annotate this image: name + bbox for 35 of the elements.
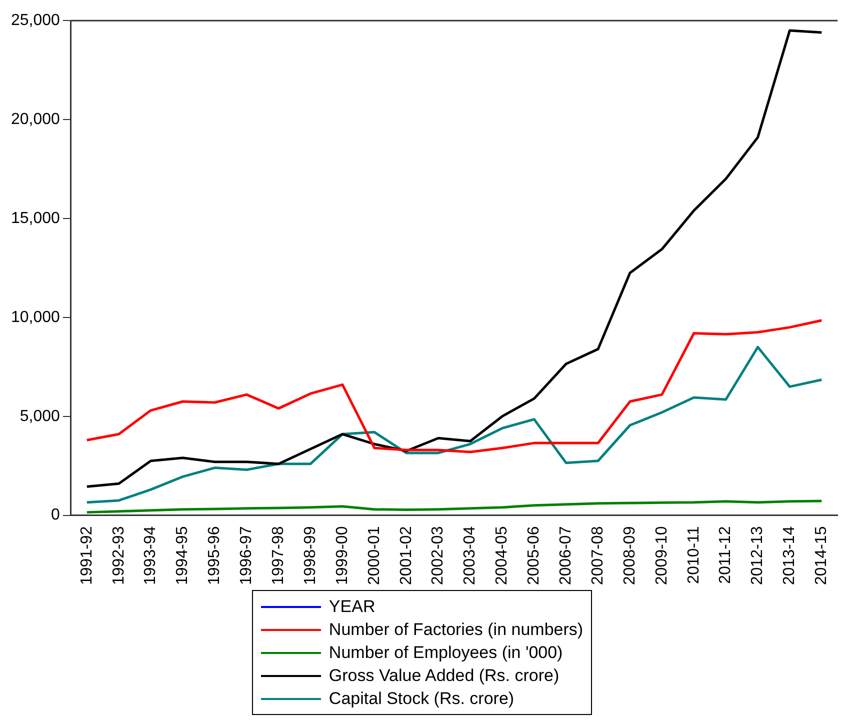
x-tick-label: 1997-98 (270, 526, 287, 585)
legend-label: Capital Stock (Rs. crore) (328, 688, 514, 710)
x-tick-label: 1999-00 (334, 526, 351, 585)
y-tick-label: 20,000 (11, 110, 60, 128)
x-tick-label: 2011-12 (717, 526, 734, 584)
y-tick-label: 25,000 (11, 12, 60, 30)
x-tick-label: 2008-09 (621, 526, 638, 585)
x-tick-label: 1991-92 (78, 526, 96, 585)
y-tick-label: 15,000 (11, 210, 60, 227)
x-tick-label: 2014-15 (813, 526, 830, 585)
x-tick-label: 2010-11 (685, 526, 702, 584)
x-tick-label: 1992-93 (110, 526, 128, 585)
x-tick-label: 2005-06 (526, 526, 543, 585)
x-tick-label: 2009-10 (653, 526, 670, 585)
x-tick-label: 2013-14 (781, 526, 798, 585)
x-tick-label: 1993-94 (142, 526, 160, 585)
y-tick-label: 10,000 (11, 308, 60, 326)
x-tick-label: 1996-97 (238, 526, 256, 585)
x-tick-label: 2003-04 (462, 526, 479, 585)
x-tick-label: 2012-13 (749, 526, 766, 585)
x-tick-label: 2007-08 (589, 526, 606, 585)
legend-label: YEAR (328, 596, 376, 618)
x-tick-label: 1995-96 (206, 526, 224, 585)
x-tick-label: 2000-01 (366, 526, 383, 585)
y-tick-label: 0 (51, 506, 60, 524)
legend-label: Number of Employees (in '000) (328, 642, 563, 664)
y-tick-label: 5,000 (20, 408, 60, 425)
x-tick-label: 2006-07 (558, 526, 575, 585)
legend-label: Gross Value Added (Rs. crore) (328, 665, 560, 687)
legend-label: Number of Factories (in numbers) (328, 619, 584, 641)
x-tick-label: 1994-95 (174, 526, 192, 585)
x-tick-label: 2004-05 (494, 526, 511, 585)
x-tick-label: 1998-99 (302, 526, 319, 585)
x-tick-label: 2002-03 (430, 526, 447, 585)
x-tick-label: 2001-02 (398, 526, 415, 585)
